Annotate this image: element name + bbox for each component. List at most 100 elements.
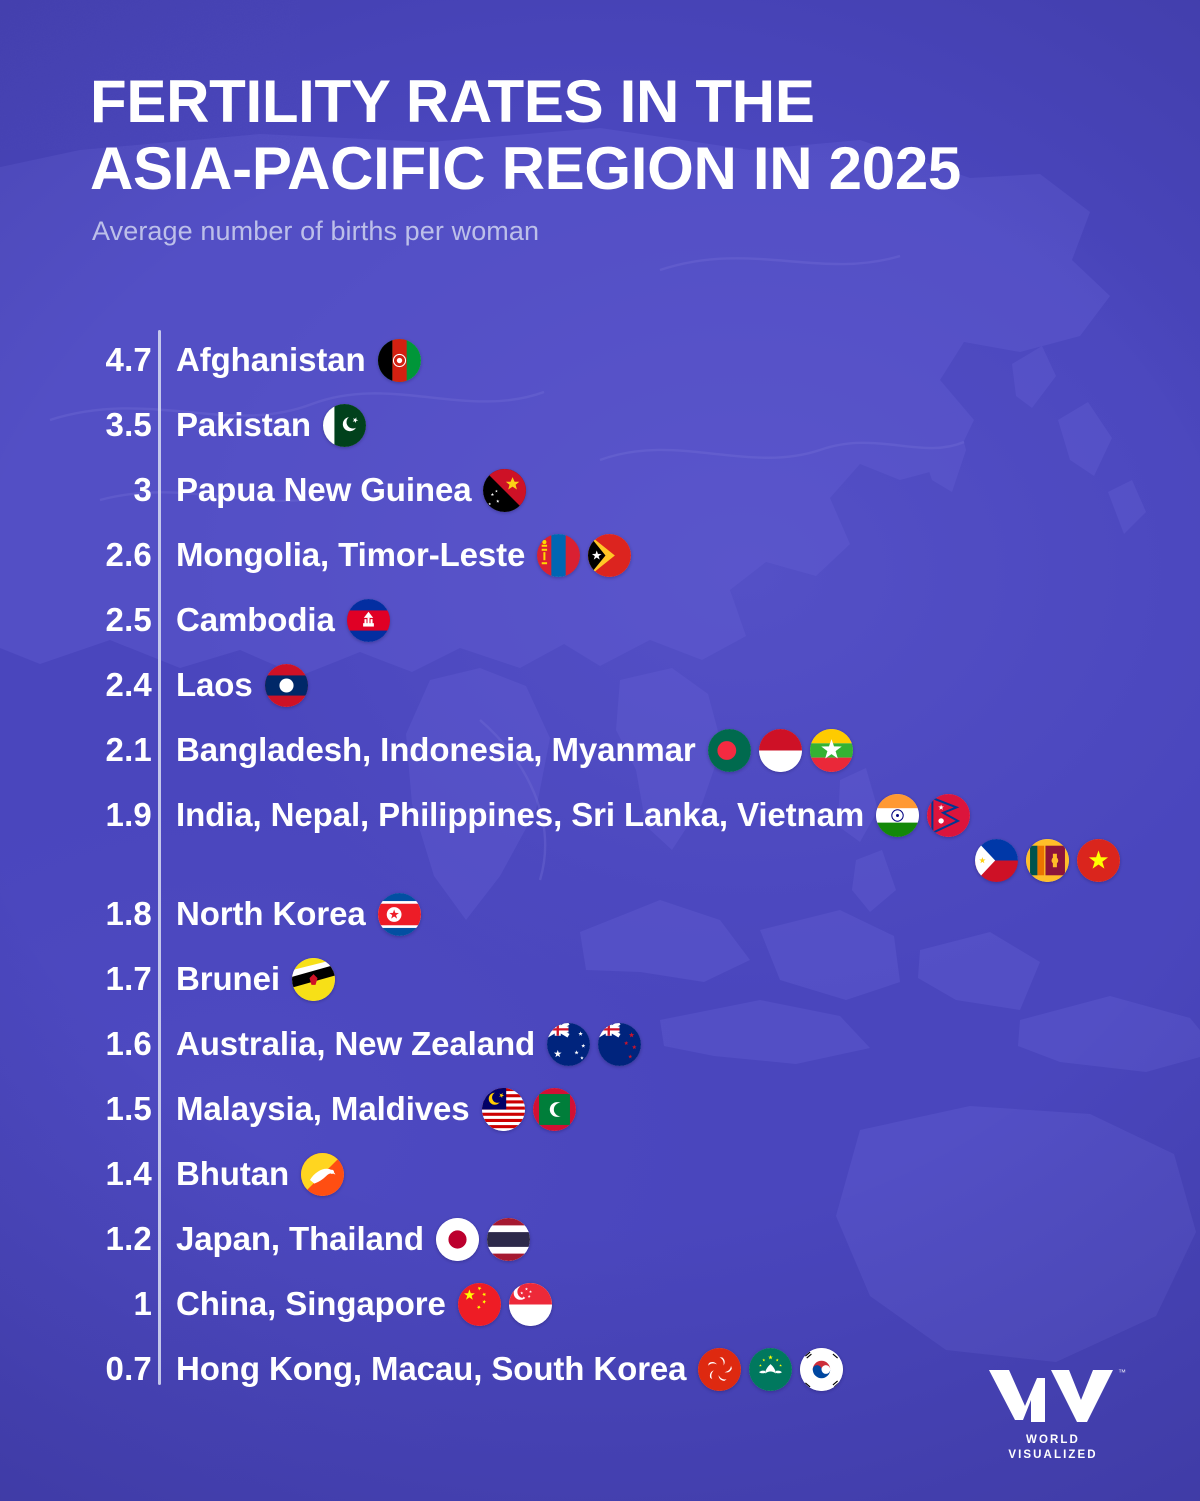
fertility-row: 2.6 Mongolia, Timor-Leste [90, 523, 1120, 588]
fertility-row: 2.5 Cambodia [90, 588, 1120, 653]
page-title: FERTILITY RATES IN THE ASIA-PACIFIC REGI… [90, 68, 961, 203]
maldives-flag-icon [532, 1087, 576, 1131]
flag-group [698, 1347, 844, 1391]
fertility-row: 1.9 India, Nepal, Philippines, Sri Lanka,… [90, 783, 1120, 882]
country-label: Laos [176, 666, 253, 703]
label-and-flags: Pakistan [176, 393, 1120, 457]
japan-flag-icon [435, 1217, 479, 1261]
flag-group [435, 1217, 530, 1261]
fertility-row-body: Brunei [176, 947, 1120, 1011]
fertility-value: 1.6 [105, 1025, 152, 1062]
label-and-flags: India, Nepal, Philippines, Sri Lanka, Vi… [176, 783, 1120, 882]
paper-texture-overlay [0, 0, 300, 150]
fertility-row: 1 China, Singapore [90, 1272, 1120, 1337]
label-and-flags: Mongolia, Timor-Leste [176, 523, 1120, 587]
trademark-symbol: ™ [1118, 1367, 1126, 1377]
malaysia-flag-icon [481, 1087, 525, 1131]
fertility-rate-list: 4.7 Afghanistan 3.5 Pakistan 3 Papua New Guin… [90, 328, 1120, 1402]
country-label: Australia, New Zealand [176, 1025, 536, 1062]
label-and-flags: Hong Kong, Macau, South Korea [176, 1337, 1120, 1401]
fertility-row: 3 Papua New Guinea [90, 458, 1120, 523]
indonesia-flag-icon [758, 728, 802, 772]
divider-spacer [152, 1142, 176, 1207]
country-label: Malaysia, Maldives [176, 1090, 470, 1127]
flag-group-wrapped [176, 839, 1120, 882]
divider-spacer [152, 588, 176, 653]
flag-group [346, 598, 390, 642]
vertical-divider [158, 330, 161, 1385]
fertility-value: 1.2 [105, 1220, 152, 1257]
flag-group [707, 728, 853, 772]
fertility-row: 2.1 Bangladesh, Indonesia, Myanmar [90, 718, 1120, 783]
fertility-row-body: Papua New Guinea [176, 458, 1120, 522]
divider-spacer [152, 1077, 176, 1142]
divider-spacer [152, 458, 176, 523]
fertility-row-body: North Korea [176, 882, 1120, 946]
flag-group [377, 338, 421, 382]
flag-group [481, 1087, 576, 1131]
fertility-value: 1.9 [105, 796, 152, 833]
page-subtitle: Average number of births per woman [92, 216, 540, 247]
label-and-flags: Brunei [176, 947, 1120, 1011]
country-label: Afghanistan [176, 341, 366, 378]
fertility-row-body: Malaysia, Maldives [176, 1077, 1120, 1141]
papua-new-guinea-flag-icon [483, 468, 527, 512]
divider-spacer [152, 882, 176, 947]
country-label: North Korea [176, 895, 366, 932]
fertility-row-body: Japan, Thailand [176, 1207, 1120, 1271]
nepal-flag-icon [927, 793, 971, 837]
flag-group [377, 892, 421, 936]
afghanistan-flag-icon [377, 338, 421, 382]
divider-spacer [152, 653, 176, 718]
fertility-row-body: Mongolia, Timor-Leste [176, 523, 1120, 587]
label-and-flags: Malaysia, Maldives [176, 1077, 1120, 1141]
country-label: China, Singapore [176, 1285, 446, 1322]
country-label: Brunei [176, 960, 280, 997]
divider-spacer [152, 718, 176, 783]
fertility-row-body: Bhutan [176, 1142, 1120, 1206]
country-label: India, Nepal, Philippines, Sri Lanka, Vi… [176, 796, 865, 833]
timor-leste-flag-icon [588, 533, 632, 577]
fertility-row: 1.6 Australia, New Zealand [90, 1012, 1120, 1077]
flag-group [322, 403, 366, 447]
brunei-flag-icon [291, 957, 335, 1001]
pakistan-flag-icon [322, 403, 366, 447]
fertility-value: 2.5 [105, 601, 152, 638]
vietnam-flag-icon [1077, 839, 1120, 882]
thailand-flag-icon [486, 1217, 530, 1261]
new-zealand-flag-icon [598, 1022, 642, 1066]
laos-flag-icon [264, 663, 308, 707]
china-flag-icon [457, 1282, 501, 1326]
fertility-value: 3 [133, 471, 152, 508]
country-label: Bhutan [176, 1155, 290, 1192]
flag-group [301, 1152, 345, 1196]
country-label: Mongolia, Timor-Leste [176, 536, 526, 573]
fertility-value: 0.7 [105, 1350, 152, 1387]
label-and-flags: Afghanistan [176, 328, 1120, 392]
fertility-row: 0.7 Hong Kong, Macau, South Korea [90, 1337, 1120, 1402]
label-and-flags: Bangladesh, Indonesia, Myanmar [176, 718, 1120, 782]
fertility-row: 1.5 Malaysia, Maldives [90, 1077, 1120, 1142]
fertility-value: 1.7 [105, 960, 152, 997]
sri-lanka-flag-icon [1026, 839, 1069, 882]
fertility-value: 1 [133, 1285, 152, 1322]
cambodia-flag-icon [346, 598, 390, 642]
label-and-flags: Australia, New Zealand [176, 1012, 1120, 1076]
south-korea-flag-icon [800, 1347, 844, 1391]
flag-group [457, 1282, 552, 1326]
mongolia-flag-icon [537, 533, 581, 577]
fertility-value: 3.5 [105, 406, 152, 443]
label-and-flags: Papua New Guinea [176, 458, 1120, 522]
india-flag-icon [876, 793, 920, 837]
fertility-value: 1.4 [105, 1155, 152, 1192]
fertility-row-body: Laos [176, 653, 1120, 717]
logo-wordmark: WORLD VISUALIZED [1008, 1433, 1098, 1461]
fertility-row: 2.4 Laos [90, 653, 1120, 718]
label-and-flags: North Korea [176, 882, 1120, 946]
fertility-row-body: Pakistan [176, 393, 1120, 457]
north-korea-flag-icon [377, 892, 421, 936]
divider-spacer [152, 393, 176, 458]
